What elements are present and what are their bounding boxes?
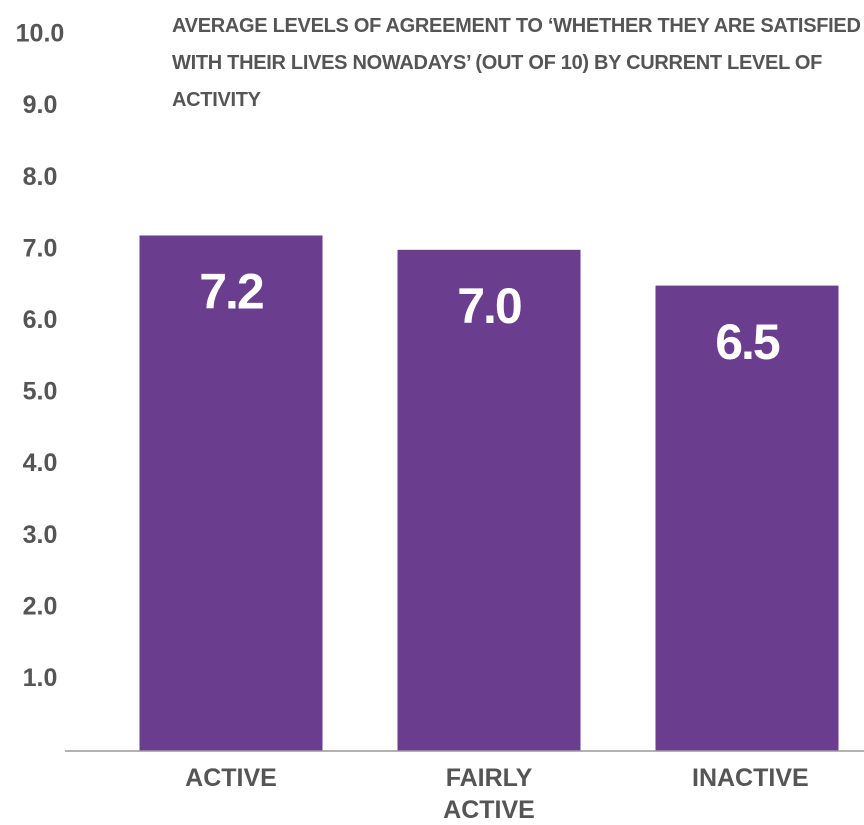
y-tick-label: 4.0 [23, 449, 58, 477]
y-tick-label: 8.0 [23, 163, 58, 191]
x-tick-label: INACTIVE [692, 764, 809, 792]
y-tick-label: 1.0 [23, 664, 58, 692]
value-label: 6.5 [715, 314, 780, 370]
y-tick-label: 7.0 [23, 234, 58, 262]
y-tick-label: 3.0 [23, 521, 58, 549]
y-tick-label: 10.0 [16, 20, 65, 48]
bar [655, 285, 839, 751]
y-tick-label: 6.0 [23, 306, 58, 334]
value-label: 7.2 [199, 264, 263, 320]
y-tick-label: 9.0 [23, 91, 58, 119]
chart-title: AVERAGE LEVELS OF AGREEMENT TO ‘WHETHER … [172, 15, 861, 111]
bar [139, 235, 323, 752]
x-tick-label: FAIRLY ACTIVE [443, 764, 535, 824]
bar [397, 249, 581, 752]
y-tick-label: 2.0 [23, 592, 58, 620]
value-label: 7.0 [457, 278, 521, 334]
x-tick-label: ACTIVE [185, 764, 277, 792]
y-tick-label: 5.0 [23, 378, 58, 406]
